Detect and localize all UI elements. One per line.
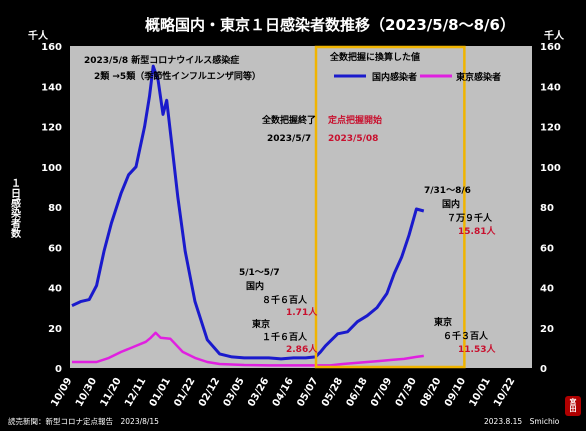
annotation-week-national-label: 国内 bbox=[246, 280, 264, 292]
annotation-recent-national-label: 国内 bbox=[442, 198, 460, 210]
annotation-week-period: 5/1〜5/7 bbox=[239, 268, 280, 278]
series-line-tokyo bbox=[72, 331, 424, 367]
annotation-week-tokyo-label: 東京 bbox=[252, 318, 270, 330]
annotation-end-label: 全数把握終了 bbox=[261, 114, 316, 126]
y-tick-label-left: 100 bbox=[41, 163, 62, 174]
y-tick-label-left: 60 bbox=[48, 243, 62, 254]
annotation-start-label: 定点把握開始 bbox=[327, 114, 382, 126]
y-axis-label: １日感染者数 bbox=[9, 178, 22, 239]
author-stamp: 宮田 bbox=[565, 396, 581, 416]
series-lines bbox=[71, 64, 425, 367]
unit-left: 千人 bbox=[28, 29, 49, 42]
highlight-box bbox=[314, 45, 466, 369]
y-tick-label-left: 120 bbox=[41, 123, 62, 134]
plot-area bbox=[70, 46, 532, 368]
y-tick-label-right: 40 bbox=[540, 284, 554, 295]
series-line-national bbox=[71, 64, 425, 361]
y-ticks-right: 0 20 40 60 80 100 120 140 160 bbox=[540, 42, 561, 375]
highlight-box-group bbox=[314, 45, 466, 369]
annotation-end-date: 2023/5/7 bbox=[267, 134, 311, 144]
y-tick-label-right: 0 bbox=[540, 364, 547, 375]
chart-title: 概略国内・東京１日感染者数推移（2023/5/8〜8/6） bbox=[145, 16, 515, 34]
annotation-change-title: 2023/5/8 新型コロナウイルス感染症 bbox=[84, 54, 239, 66]
y-tick-label-left: 160 bbox=[41, 42, 62, 53]
legend: 全数把握に換算した値 国内感染者 東京感染者 bbox=[329, 51, 501, 83]
footer-source: 読売新聞：新型コロナ定点報告 2023/8/15 bbox=[8, 416, 159, 426]
annotation-recent-national: ７万９千人 bbox=[447, 212, 493, 224]
y-tick-label-left: 0 bbox=[55, 364, 62, 375]
annotation-recent-tokyo-perk: 11.53人 bbox=[458, 343, 496, 355]
y-tick-label-right: 100 bbox=[540, 163, 561, 174]
annotation-week-national: ８千６百人 bbox=[262, 294, 308, 306]
annotation-recent-tokyo-label: 東京 bbox=[434, 316, 452, 328]
y-tick-label-right: 140 bbox=[540, 82, 561, 93]
y-tick-label-right: 60 bbox=[540, 243, 554, 254]
y-tick-label-left: 140 bbox=[41, 82, 62, 93]
annotation-change-detail: 2類 →5類（季節性インフルエンザ同等） bbox=[94, 70, 261, 82]
annotation-start-date: 2023/5/08 bbox=[328, 134, 378, 144]
annotation-week-tokyo: １千６百人 bbox=[262, 331, 308, 343]
annotations: 2023/5/8 新型コロナウイルス感染症 2類 →5類（季節性インフルエンザ同… bbox=[84, 54, 496, 355]
footer-credit: 2023.8.15 Smichio bbox=[484, 417, 560, 426]
annotation-recent-period: 7/31〜8/6 bbox=[424, 186, 471, 196]
unit-right: 千人 bbox=[544, 29, 565, 42]
y-tick-label-right: 160 bbox=[540, 42, 561, 53]
legend-label-tokyo: 東京感染者 bbox=[456, 71, 501, 83]
y-tick-label-left: 40 bbox=[48, 284, 62, 295]
annotation-recent-national-perk: 15.81人 bbox=[458, 225, 496, 237]
y-tick-label-right: 80 bbox=[540, 203, 554, 214]
author-stamp-text: 宮田 bbox=[569, 397, 577, 413]
annotation-week-tokyo-perk: 2.86人 bbox=[286, 343, 318, 355]
legend-title: 全数把握に換算した値 bbox=[329, 51, 420, 63]
y-tick-label-right: 120 bbox=[540, 123, 561, 134]
y-tick-label-right: 20 bbox=[540, 324, 554, 335]
y-tick-label-left: 80 bbox=[48, 203, 62, 214]
legend-label-national: 国内感染者 bbox=[372, 71, 417, 83]
annotation-week-national-perk: 1.71人 bbox=[286, 306, 318, 318]
y-tick-label-left: 20 bbox=[48, 324, 62, 335]
annotation-recent-tokyo: ６千３百人 bbox=[443, 330, 489, 342]
plot-background bbox=[70, 46, 532, 368]
y-ticks-left: 0 20 40 60 80 100 120 140 160 bbox=[41, 42, 62, 375]
